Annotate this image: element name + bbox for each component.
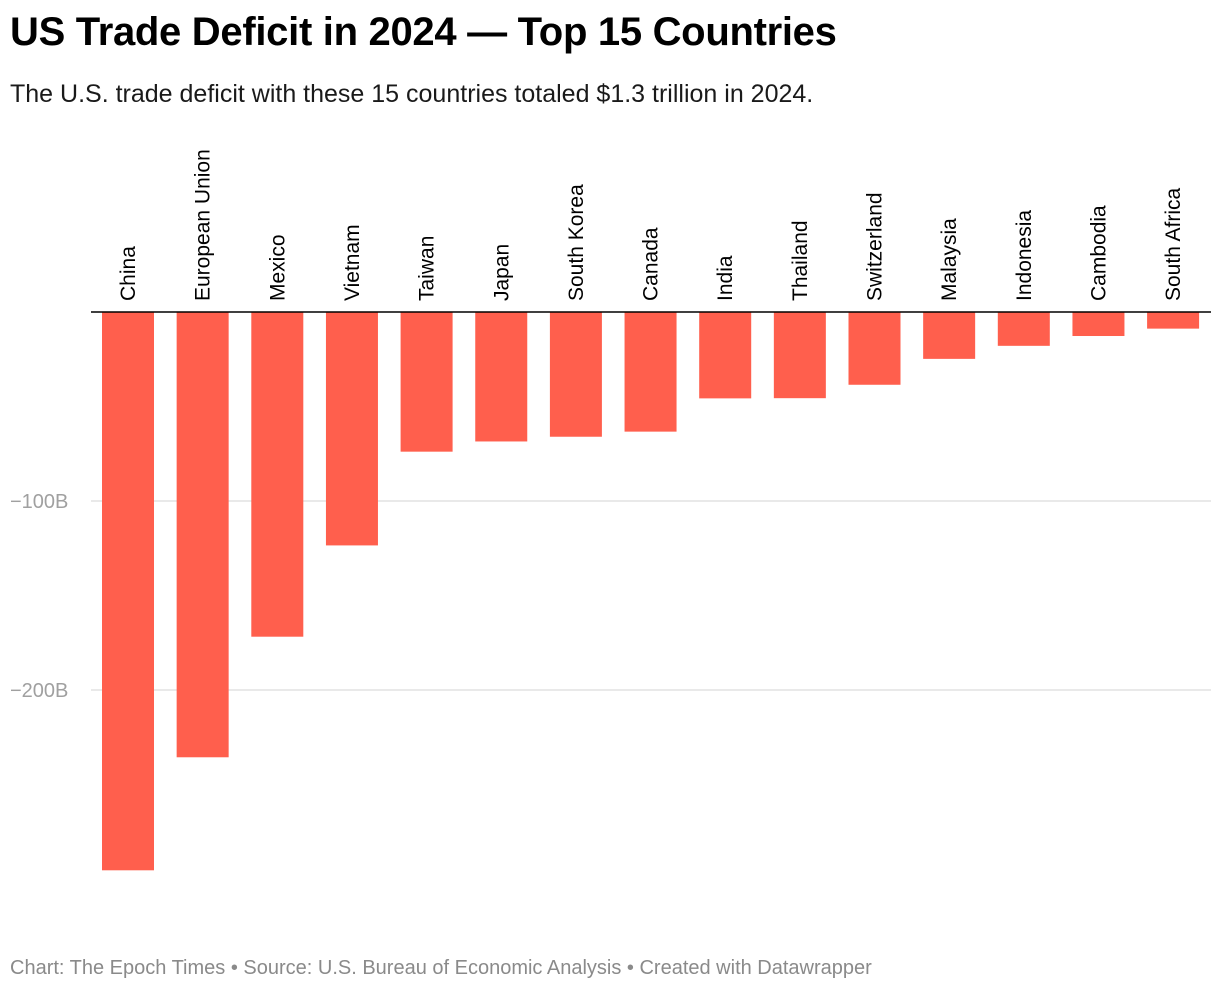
- bar: [773, 312, 826, 399]
- bar: [699, 312, 752, 399]
- bar: [325, 312, 378, 546]
- bar: [102, 312, 154, 871]
- category-label: China: [117, 246, 140, 301]
- category-labels: China European Union Mexico Vietnam Taiwan Ja…: [117, 149, 1185, 301]
- chart-subtitle: The U.S. trade deficit with these 15 cou…: [10, 80, 814, 108]
- y-tick-label: −100B: [10, 491, 68, 513]
- category-label: Taiwan: [416, 236, 439, 301]
- category-label: South Africa: [1162, 187, 1185, 301]
- bar: [624, 312, 677, 432]
- bar: [549, 312, 602, 437]
- category-label: Switzerland: [864, 192, 887, 301]
- chart-title: US Trade Deficit in 2024 — Top 15 Countr…: [10, 10, 837, 54]
- category-label: South Korea: [565, 184, 588, 301]
- category-label: India: [714, 255, 737, 301]
- bar: [400, 312, 453, 452]
- bar-chart: −100B −200B China European Union Mexico Viet…: [10, 149, 1211, 871]
- category-label: Mexico: [266, 234, 289, 301]
- category-label: Vietnam: [341, 224, 364, 301]
- bar: [1072, 312, 1125, 337]
- bar: [997, 312, 1050, 346]
- bar: [475, 312, 528, 442]
- chart-footer: Chart: The Epoch Times • Source: U.S. Bu…: [10, 957, 872, 979]
- category-label: European Union: [192, 149, 215, 301]
- bar: [176, 312, 229, 758]
- category-label: Malaysia: [938, 218, 961, 301]
- bar: [1147, 312, 1200, 329]
- y-tick-label: −200B: [10, 680, 68, 702]
- category-label: Cambodia: [1087, 205, 1110, 301]
- bar: [923, 312, 976, 359]
- category-label: Japan: [490, 244, 513, 301]
- category-label: Canada: [640, 227, 663, 301]
- bar: [848, 312, 901, 385]
- category-label: Thailand: [789, 220, 812, 301]
- bar: [251, 312, 304, 637]
- bars: [102, 312, 1200, 871]
- category-label: Indonesia: [1013, 210, 1036, 301]
